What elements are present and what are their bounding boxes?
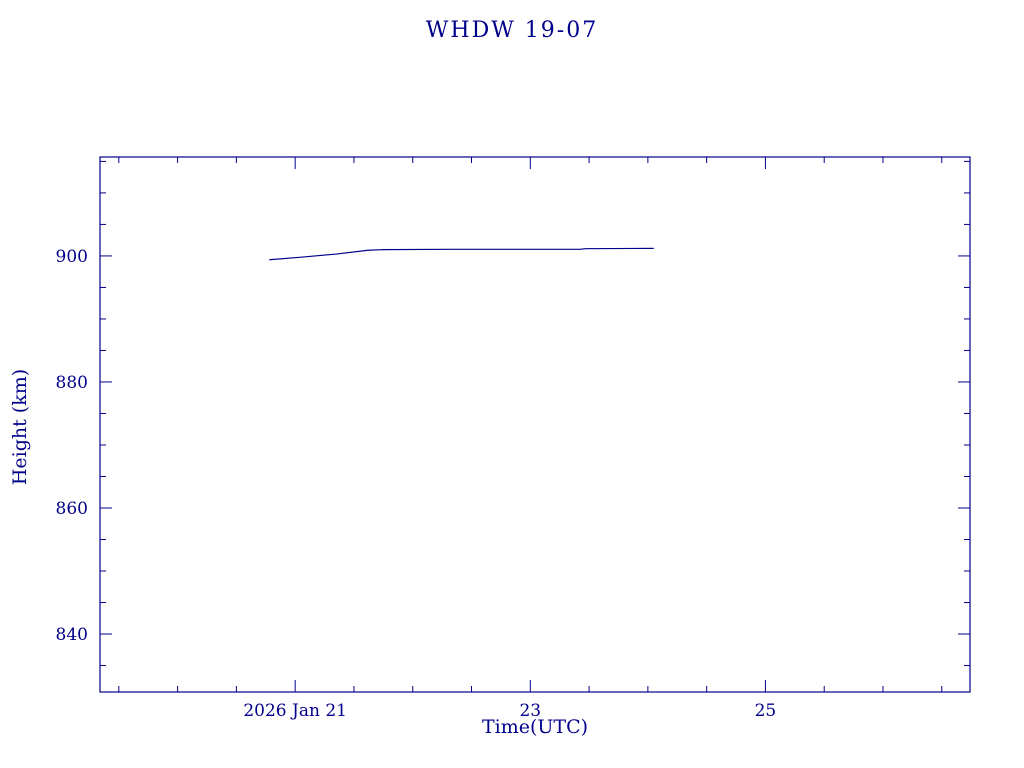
x-axis-label: Time(UTC) [481, 716, 589, 738]
x-tick-label: 25 [755, 701, 777, 721]
data-line [269, 247, 654, 261]
plot-frame [99, 156, 971, 693]
x-tick-label: 23 [519, 701, 541, 721]
y-tick-label: 880 [56, 373, 88, 393]
y-tick-label: 840 [56, 625, 88, 645]
y-tick-label: 860 [56, 499, 88, 519]
y-tick-label: 900 [56, 247, 88, 267]
x-tick-label: 2026 Jan 21 [243, 701, 347, 721]
chart-title: WHDW 19-07 [425, 18, 599, 43]
